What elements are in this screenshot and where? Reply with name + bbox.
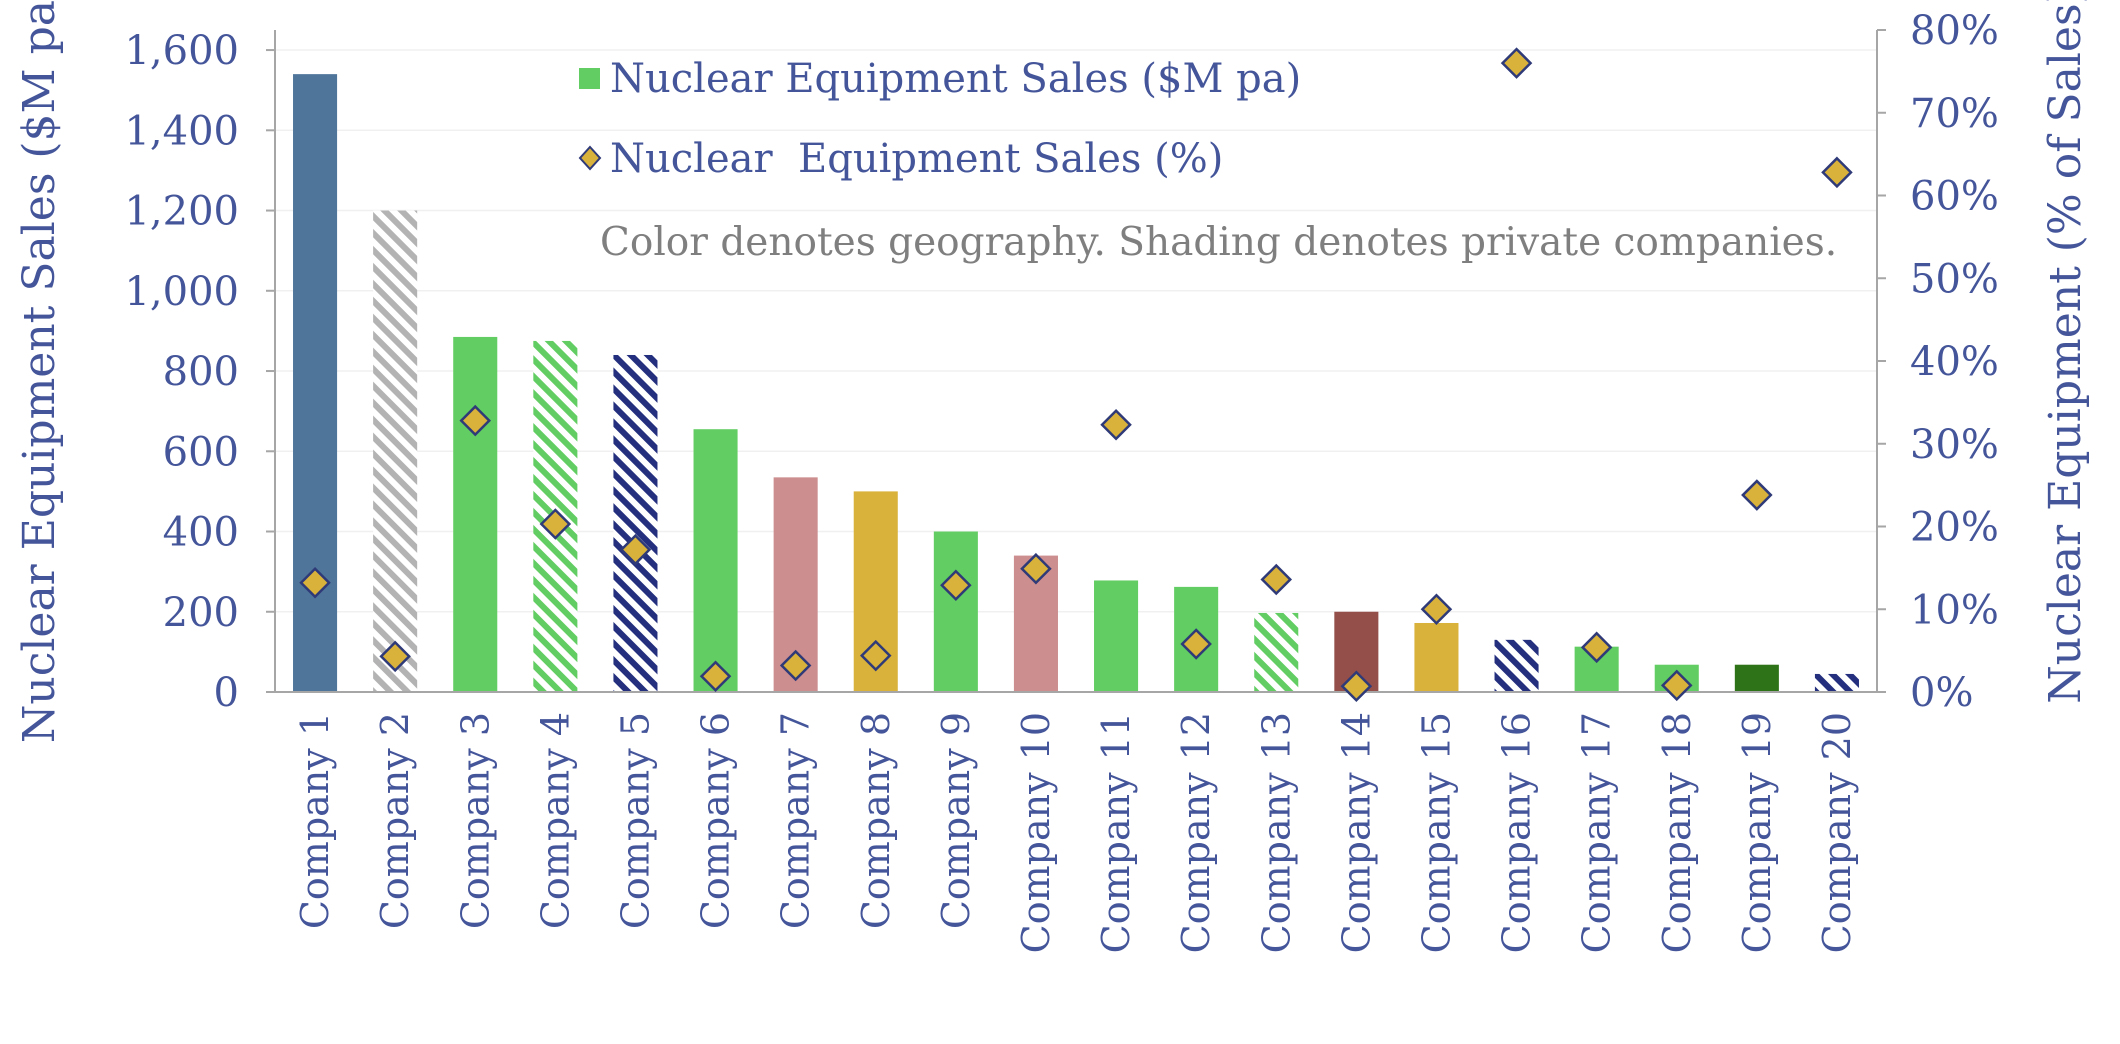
- bar-6: [693, 429, 738, 692]
- category-label: Company 10: [1014, 712, 1058, 953]
- left-tick-label: 1,200: [124, 189, 239, 235]
- percent-marker-16: [1500, 47, 1533, 79]
- category-label: Company 7: [774, 712, 818, 929]
- category-label: Company 5: [613, 712, 657, 929]
- bar-3: [453, 336, 498, 692]
- category-label: Company 1: [293, 712, 337, 929]
- left-tick-label: 600: [163, 429, 239, 475]
- gridlines: [275, 49, 1877, 613]
- left-tick-label: 400: [163, 510, 239, 556]
- right-tick-label: 30%: [1910, 422, 1999, 468]
- left-tick-label: 1,000: [124, 269, 239, 315]
- left-tick-label: 1,400: [124, 108, 239, 154]
- percent-marker-1: [299, 567, 331, 599]
- left-y-axis-title: Nuclear Equipment Sales ($M pa): [14, 0, 65, 743]
- bar-20: [1814, 673, 1859, 692]
- left-y-tick-labels: 0 200 400 600 800 1,000 1,200 1,400 1,600: [124, 28, 275, 716]
- right-tick-label: 10%: [1910, 587, 1999, 633]
- category-label: Company 11: [1094, 712, 1138, 953]
- right-y-axis-title: Nuclear Equipment (% of Sales): [2040, 0, 2091, 704]
- percent-marker-6: [699, 660, 732, 693]
- bar-1: [293, 74, 338, 693]
- x-category-labels: Company 1 Company 2 Company 3 Company 4 Comp…: [293, 712, 1859, 953]
- category-label: Company 14: [1334, 712, 1378, 953]
- percent-marker-3: [459, 404, 492, 437]
- chart-annotation: Color denotes geography. Shading denotes…: [600, 220, 1837, 265]
- right-tick-label: 60%: [1910, 174, 1999, 220]
- axes: [274, 30, 1878, 693]
- right-tick-label: 20%: [1910, 505, 1999, 551]
- right-tick-label: 50%: [1910, 256, 1999, 302]
- right-tick-label: 0%: [1910, 670, 1973, 716]
- left-tick-label: 200: [163, 590, 239, 636]
- left-tick-label: 800: [163, 349, 239, 395]
- category-label: Company 4: [533, 712, 577, 929]
- legend-label-sales: Nuclear Equipment Sales ($M pa): [610, 56, 1301, 102]
- legend: Nuclear Equipment Sales ($M pa) Nuclear …: [578, 56, 1301, 182]
- percent-marker-2: [379, 640, 411, 673]
- right-tick-label: 80%: [1910, 8, 1999, 54]
- percent-marker-4: [539, 508, 572, 540]
- category-label: Company 16: [1495, 712, 1539, 953]
- category-label: Company 9: [934, 712, 978, 929]
- percentage-markers: [299, 47, 1853, 702]
- percent-marker-20: [1821, 156, 1853, 189]
- category-label: Company 19: [1735, 712, 1779, 953]
- percent-marker-10: [1020, 552, 1052, 585]
- percent-marker-13: [1260, 563, 1293, 596]
- bars: [293, 74, 1859, 693]
- bar-15: [1414, 622, 1459, 692]
- category-label: Company 17: [1575, 712, 1619, 953]
- category-label: Company 18: [1655, 712, 1699, 953]
- bar-13: [1254, 612, 1299, 692]
- bar-5: [613, 354, 658, 692]
- right-tick-label: 40%: [1910, 339, 1999, 385]
- legend-label-percent: Nuclear Equipment Sales (%): [610, 136, 1223, 182]
- bar-19: [1734, 664, 1779, 692]
- bar-2: [373, 210, 418, 692]
- right-y-tick-labels: 0% 10% 20% 30% 40% 50% 60% 70% 80%: [1877, 8, 1999, 716]
- percent-marker-9: [940, 569, 972, 602]
- bar-11: [1094, 580, 1139, 692]
- category-label: Company 12: [1174, 712, 1218, 953]
- percent-marker-18: [1660, 669, 1693, 702]
- category-label: Company 20: [1815, 712, 1859, 953]
- percent-marker-15: [1420, 593, 1453, 626]
- category-label: Company 6: [694, 712, 738, 929]
- percent-marker-7: [779, 649, 812, 682]
- category-label: Company 3: [453, 712, 497, 929]
- legend-swatch-sales: [579, 68, 600, 89]
- bar-9: [933, 531, 978, 692]
- category-label: Company 15: [1414, 712, 1458, 953]
- percent-marker-19: [1741, 479, 1773, 511]
- category-label: Company 2: [373, 712, 417, 929]
- legend-diamond-icon: [578, 145, 602, 171]
- percent-marker-8: [859, 639, 892, 672]
- percent-marker-11: [1100, 408, 1132, 441]
- right-tick-label: 70%: [1910, 91, 1999, 137]
- percent-marker-17: [1580, 631, 1613, 664]
- percent-marker-12: [1180, 628, 1212, 660]
- left-tick-label: 0: [214, 670, 239, 716]
- percent-marker-5: [619, 533, 652, 566]
- category-label: Company 8: [854, 712, 898, 929]
- category-label: Company 13: [1254, 712, 1298, 953]
- percent-marker-14: [1340, 670, 1373, 702]
- bar-16: [1494, 639, 1539, 692]
- left-tick-label: 1,600: [124, 28, 239, 74]
